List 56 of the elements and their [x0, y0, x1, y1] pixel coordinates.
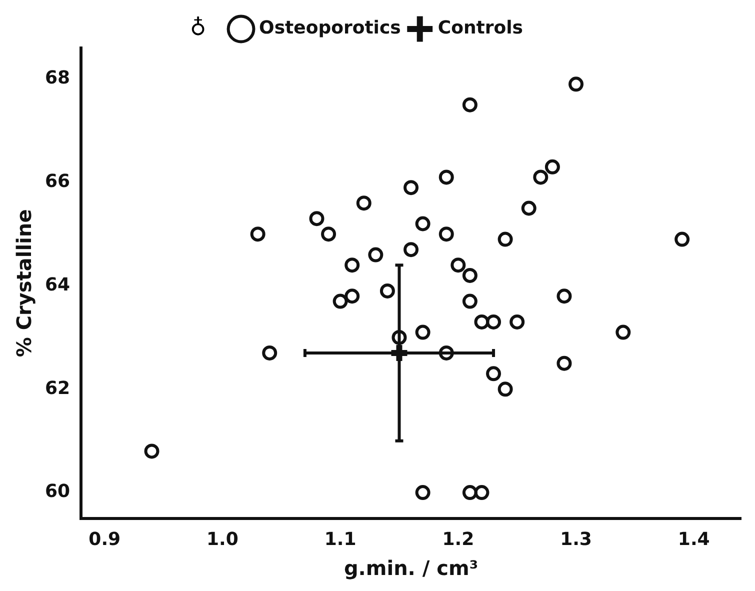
point — [404, 242, 419, 258]
y-tick-label: 60 — [44, 481, 70, 502]
point — [392, 330, 407, 345]
point — [309, 211, 324, 226]
point — [556, 356, 572, 371]
point — [462, 294, 478, 309]
point — [438, 226, 454, 242]
point — [462, 485, 478, 500]
point — [250, 226, 266, 242]
legend-label: Osteoporotics — [259, 18, 401, 39]
legend-label: Controls — [438, 18, 523, 39]
point — [544, 159, 560, 174]
y-tick-label: 64 — [44, 274, 70, 296]
text: ♁ — [190, 16, 206, 41]
point — [556, 288, 572, 304]
x-tick-label: 0.9 — [88, 528, 121, 550]
y-axis-title: % Crystalline — [12, 209, 36, 358]
point — [332, 294, 348, 309]
point — [674, 232, 690, 247]
y-tick-label: 66 — [44, 171, 70, 192]
point — [510, 314, 525, 330]
point — [404, 180, 419, 196]
point — [521, 200, 536, 216]
point — [321, 226, 336, 242]
point — [462, 97, 478, 112]
y-tick-label: 68 — [44, 68, 70, 89]
point — [486, 366, 502, 382]
point — [462, 268, 478, 283]
point — [498, 232, 513, 247]
point — [368, 247, 384, 262]
point — [415, 216, 430, 232]
point — [568, 76, 584, 92]
point — [498, 382, 513, 397]
x-tick-label: 1.3 — [560, 528, 592, 550]
x-tick-label: 1.1 — [324, 528, 356, 550]
point — [356, 196, 372, 211]
point — [380, 283, 395, 298]
point — [144, 444, 160, 459]
point — [474, 485, 490, 500]
y-tick-label: 62 — [44, 378, 70, 399]
point — [344, 258, 360, 273]
point — [438, 345, 454, 360]
point — [344, 288, 360, 304]
point — [533, 170, 548, 185]
point — [450, 258, 466, 273]
point — [262, 345, 278, 360]
x-tick-label: 1.4 — [678, 528, 710, 550]
x-tick-label: 1.0 — [206, 528, 238, 550]
point — [415, 324, 430, 340]
point — [415, 485, 430, 500]
point — [474, 314, 490, 330]
point — [486, 314, 502, 330]
x-tick-label: 1.2 — [442, 528, 474, 550]
point — [438, 170, 454, 185]
x-axis-title: g.min. / cm³ — [344, 556, 478, 580]
point — [616, 324, 631, 340]
